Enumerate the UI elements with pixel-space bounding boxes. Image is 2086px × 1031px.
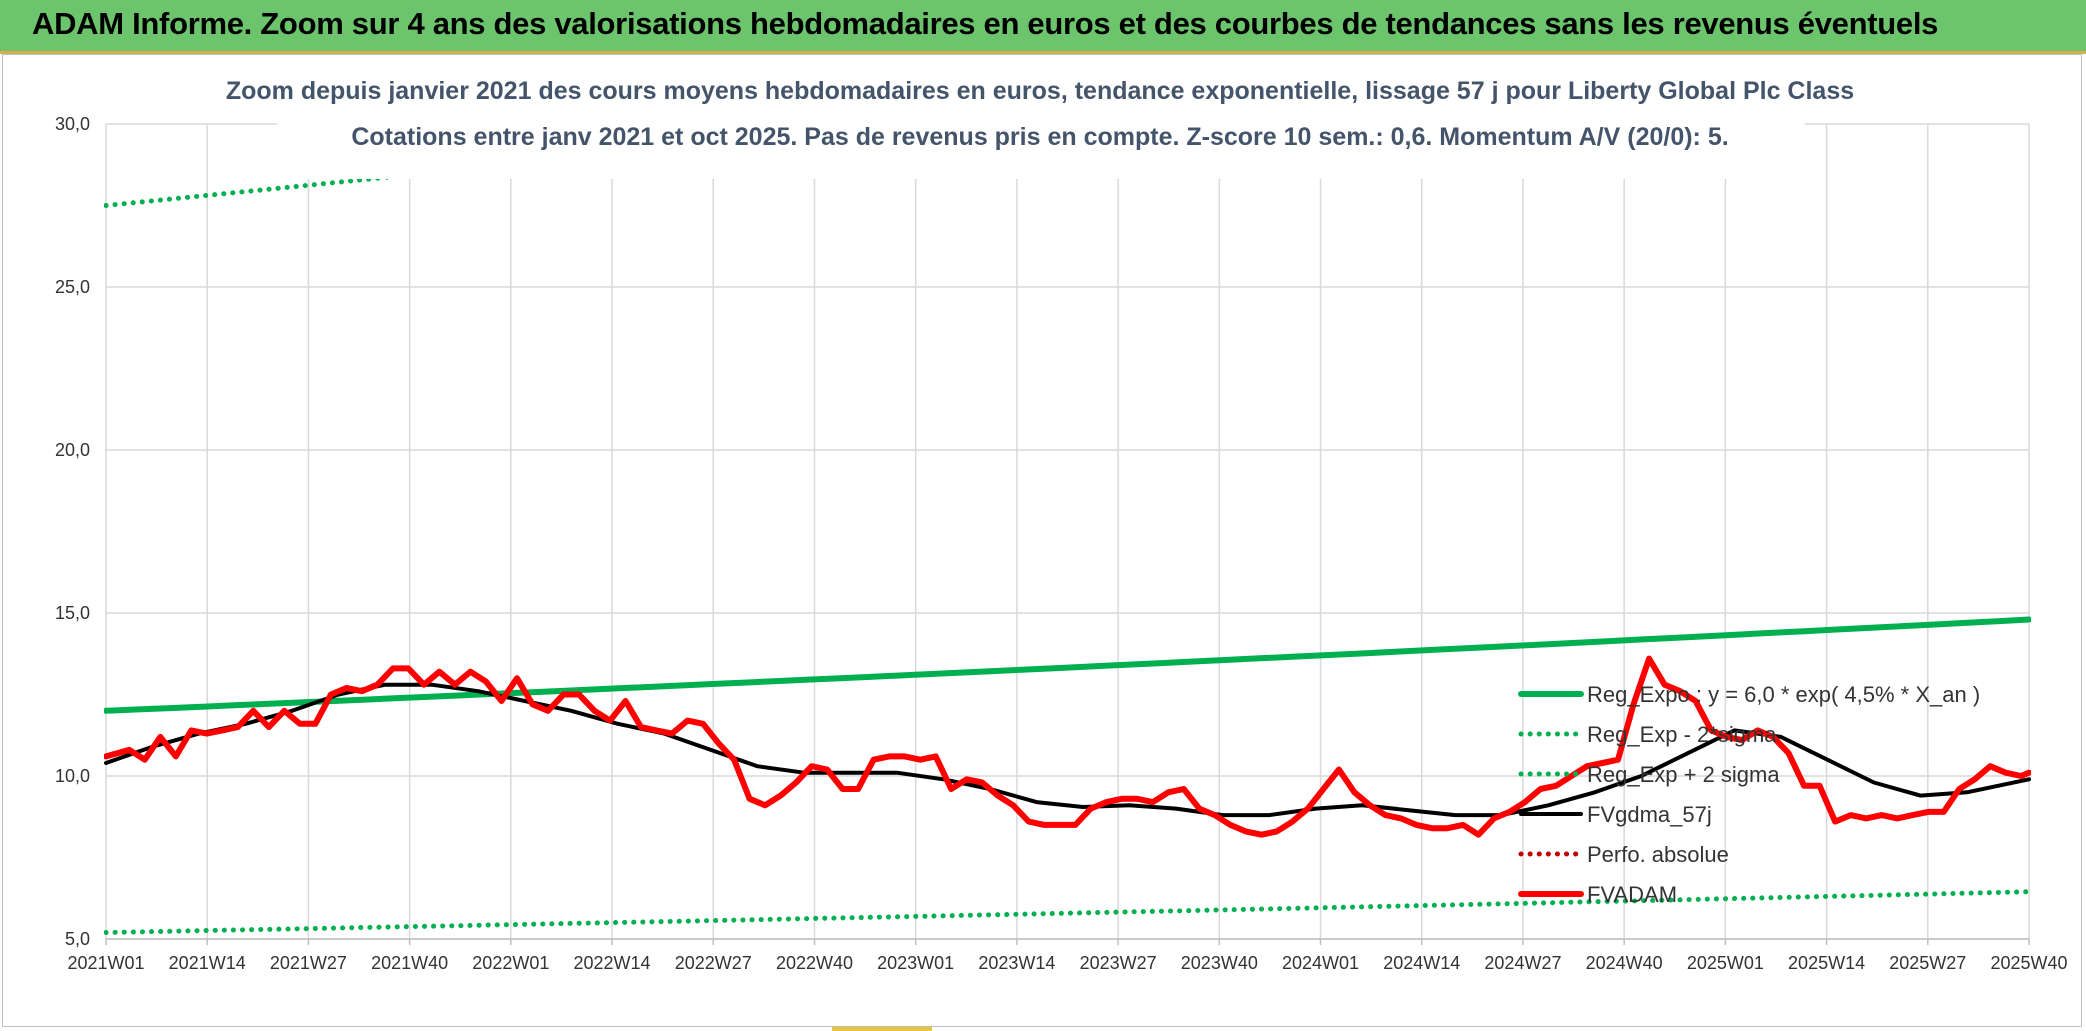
series-line-reg-exp-2-sigma <box>104 889 2031 935</box>
y-tick-label: 10,0 <box>55 766 90 786</box>
x-tick-label: 2022W01 <box>472 953 549 973</box>
series-line-reg-expo-y-6-0-exp-4-5-x-an- <box>104 616 2031 714</box>
x-tick-label: 2025W40 <box>1990 953 2067 973</box>
x-tick-label: 2025W01 <box>1687 953 1764 973</box>
y-tick-label: 5,0 <box>65 929 90 949</box>
x-tick-label: 2023W27 <box>1080 953 1157 973</box>
x-tick-label: 2024W01 <box>1282 953 1359 973</box>
legend-label: Reg_Exp - 2*sigma <box>1587 722 1777 747</box>
x-tick-label: 2021W27 <box>270 953 347 973</box>
y-tick-label: 30,0 <box>55 114 90 134</box>
x-tick-label: 2022W14 <box>574 953 651 973</box>
legend-label: Reg_Expo : y = 6,0 * exp( 4,5% * X_an ) <box>1587 682 1980 707</box>
x-tick-label: 2021W14 <box>169 953 246 973</box>
x-tick-label: 2022W40 <box>776 953 853 973</box>
report-title: ADAM Informe. Zoom sur 4 ans des valoris… <box>32 6 1939 41</box>
chart-subtitle: Cotations entre janv 2021 et oct 2025. P… <box>351 123 1728 151</box>
x-tick-label: 2023W01 <box>877 953 954 973</box>
series <box>104 122 2031 935</box>
line-chart: 5,0 10,0 15,0 20,0 25,0 30,0 2021W01 2021W14 202… <box>55 59 2068 973</box>
x-tick-label: 2023W14 <box>978 953 1055 973</box>
legend-label: Perfo. absolue <box>1587 842 1729 867</box>
chart-title: Zoom depuis janvier 2021 des cours moyen… <box>226 77 1854 105</box>
chart-area: 5,0 10,0 15,0 20,0 25,0 30,0 2021W01 2021W14 202… <box>2 54 2082 1027</box>
x-tick-label: 2021W01 <box>67 953 144 973</box>
y-tick-label: 25,0 <box>55 277 90 297</box>
legend: Reg_Expo : y = 6,0 * exp( 4,5% * X_an ) R… <box>1518 682 1980 907</box>
x-tick-label: 2024W14 <box>1383 953 1460 973</box>
chart-titles: Zoom depuis janvier 2021 des cours moyen… <box>226 59 1854 179</box>
x-tick-label: 2023W40 <box>1181 953 1258 973</box>
x-tick-label: 2024W40 <box>1586 953 1663 973</box>
x-tick-label: 2025W14 <box>1788 953 1865 973</box>
series-line-fvadam <box>104 655 2031 838</box>
legend-label: Reg_Exp + 2 sigma <box>1587 762 1780 787</box>
grid <box>105 123 2030 940</box>
legend-label: FVgdma_57j <box>1587 802 1712 827</box>
report-banner: ADAM Informe. Zoom sur 4 ans des valoris… <box>0 0 2086 54</box>
x-tick-label: 2022W27 <box>675 953 752 973</box>
y-tick-label: 15,0 <box>55 603 90 623</box>
legend-label: FVADAM <box>1587 882 1677 907</box>
title-background <box>277 59 1805 179</box>
sheet-tab-marker <box>832 1027 932 1031</box>
y-tick-label: 20,0 <box>55 440 90 460</box>
x-tick-label: 2025W27 <box>1889 953 1966 973</box>
x-tick-label: 2024W27 <box>1484 953 1561 973</box>
x-tick-label: 2021W40 <box>371 953 448 973</box>
axes: 5,0 10,0 15,0 20,0 25,0 30,0 2021W01 2021W14 202… <box>55 114 2068 973</box>
